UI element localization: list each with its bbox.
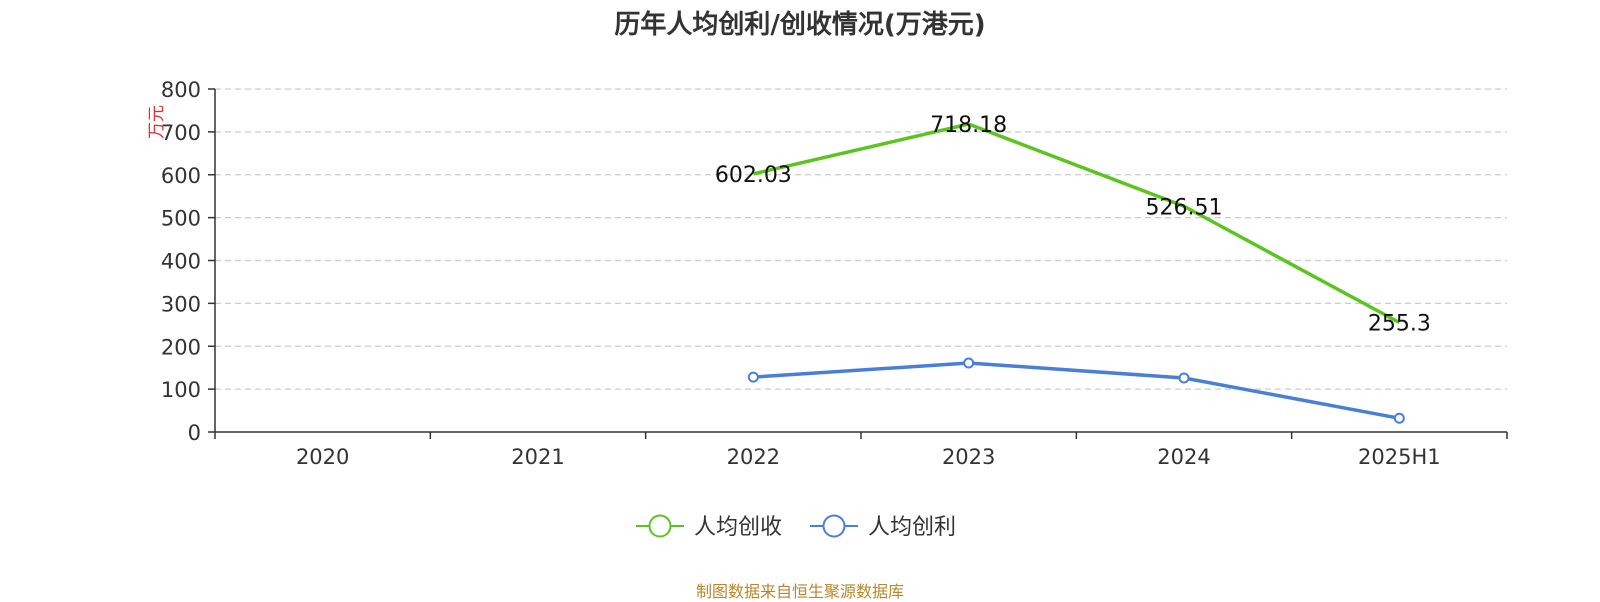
data-label: 255.3	[1368, 312, 1431, 337]
legend-circle-icon	[822, 514, 846, 538]
series-lines	[747, 122, 1405, 424]
data-point[interactable]	[1178, 372, 1190, 384]
y-tick-label: 0	[188, 421, 201, 445]
data-label: 718.18	[930, 113, 1007, 138]
legend-item-1[interactable]: 人均创利	[810, 514, 956, 540]
legend-circle-icon	[648, 514, 672, 538]
source-note: 制图数据来自恒生聚源数据库	[695, 582, 904, 601]
x-tick-label: 2023	[942, 445, 995, 469]
x-tick-label: 2020	[296, 445, 349, 469]
data-labels: 602.03 718.18 526.51 255.3	[715, 113, 1431, 336]
data-point[interactable]	[963, 357, 975, 369]
y-tick-label: 500	[161, 207, 201, 231]
chart-title: 历年人均创利/创收情况(万港元)	[614, 10, 986, 40]
y-tick-label: 100	[161, 378, 201, 402]
series-line-1	[753, 361, 1400, 421]
axes: 0 100 200 300 400 500 600 700 800 2020 2021 2022 202…	[161, 78, 1508, 469]
y-tick-label: 200	[161, 335, 201, 359]
series-line-0	[752, 122, 1401, 325]
y-tick-label: 700	[161, 121, 201, 145]
x-tick-label: 2025H1	[1358, 445, 1441, 469]
x-tick-label: 2022	[727, 445, 780, 469]
x-tick-label: 2024	[1157, 445, 1210, 469]
legend[interactable]: 人均创收 人均创利	[636, 514, 956, 540]
legend-label: 人均创收	[694, 515, 782, 540]
data-point[interactable]	[1393, 412, 1405, 424]
data-point[interactable]	[747, 371, 759, 383]
legend-label: 人均创利	[868, 515, 956, 540]
y-axis-label: 万元	[147, 105, 167, 139]
x-tick-label: 2021	[511, 445, 564, 469]
y-tick-label: 600	[161, 164, 201, 188]
legend-item-0[interactable]: 人均创收	[636, 514, 782, 540]
y-tick-label: 400	[161, 250, 201, 274]
data-label: 526.51	[1146, 195, 1223, 220]
grid-lines	[215, 88, 1507, 390]
y-tick-label: 800	[161, 78, 201, 102]
y-tick-label: 300	[161, 292, 201, 316]
data-label: 602.03	[715, 163, 792, 188]
